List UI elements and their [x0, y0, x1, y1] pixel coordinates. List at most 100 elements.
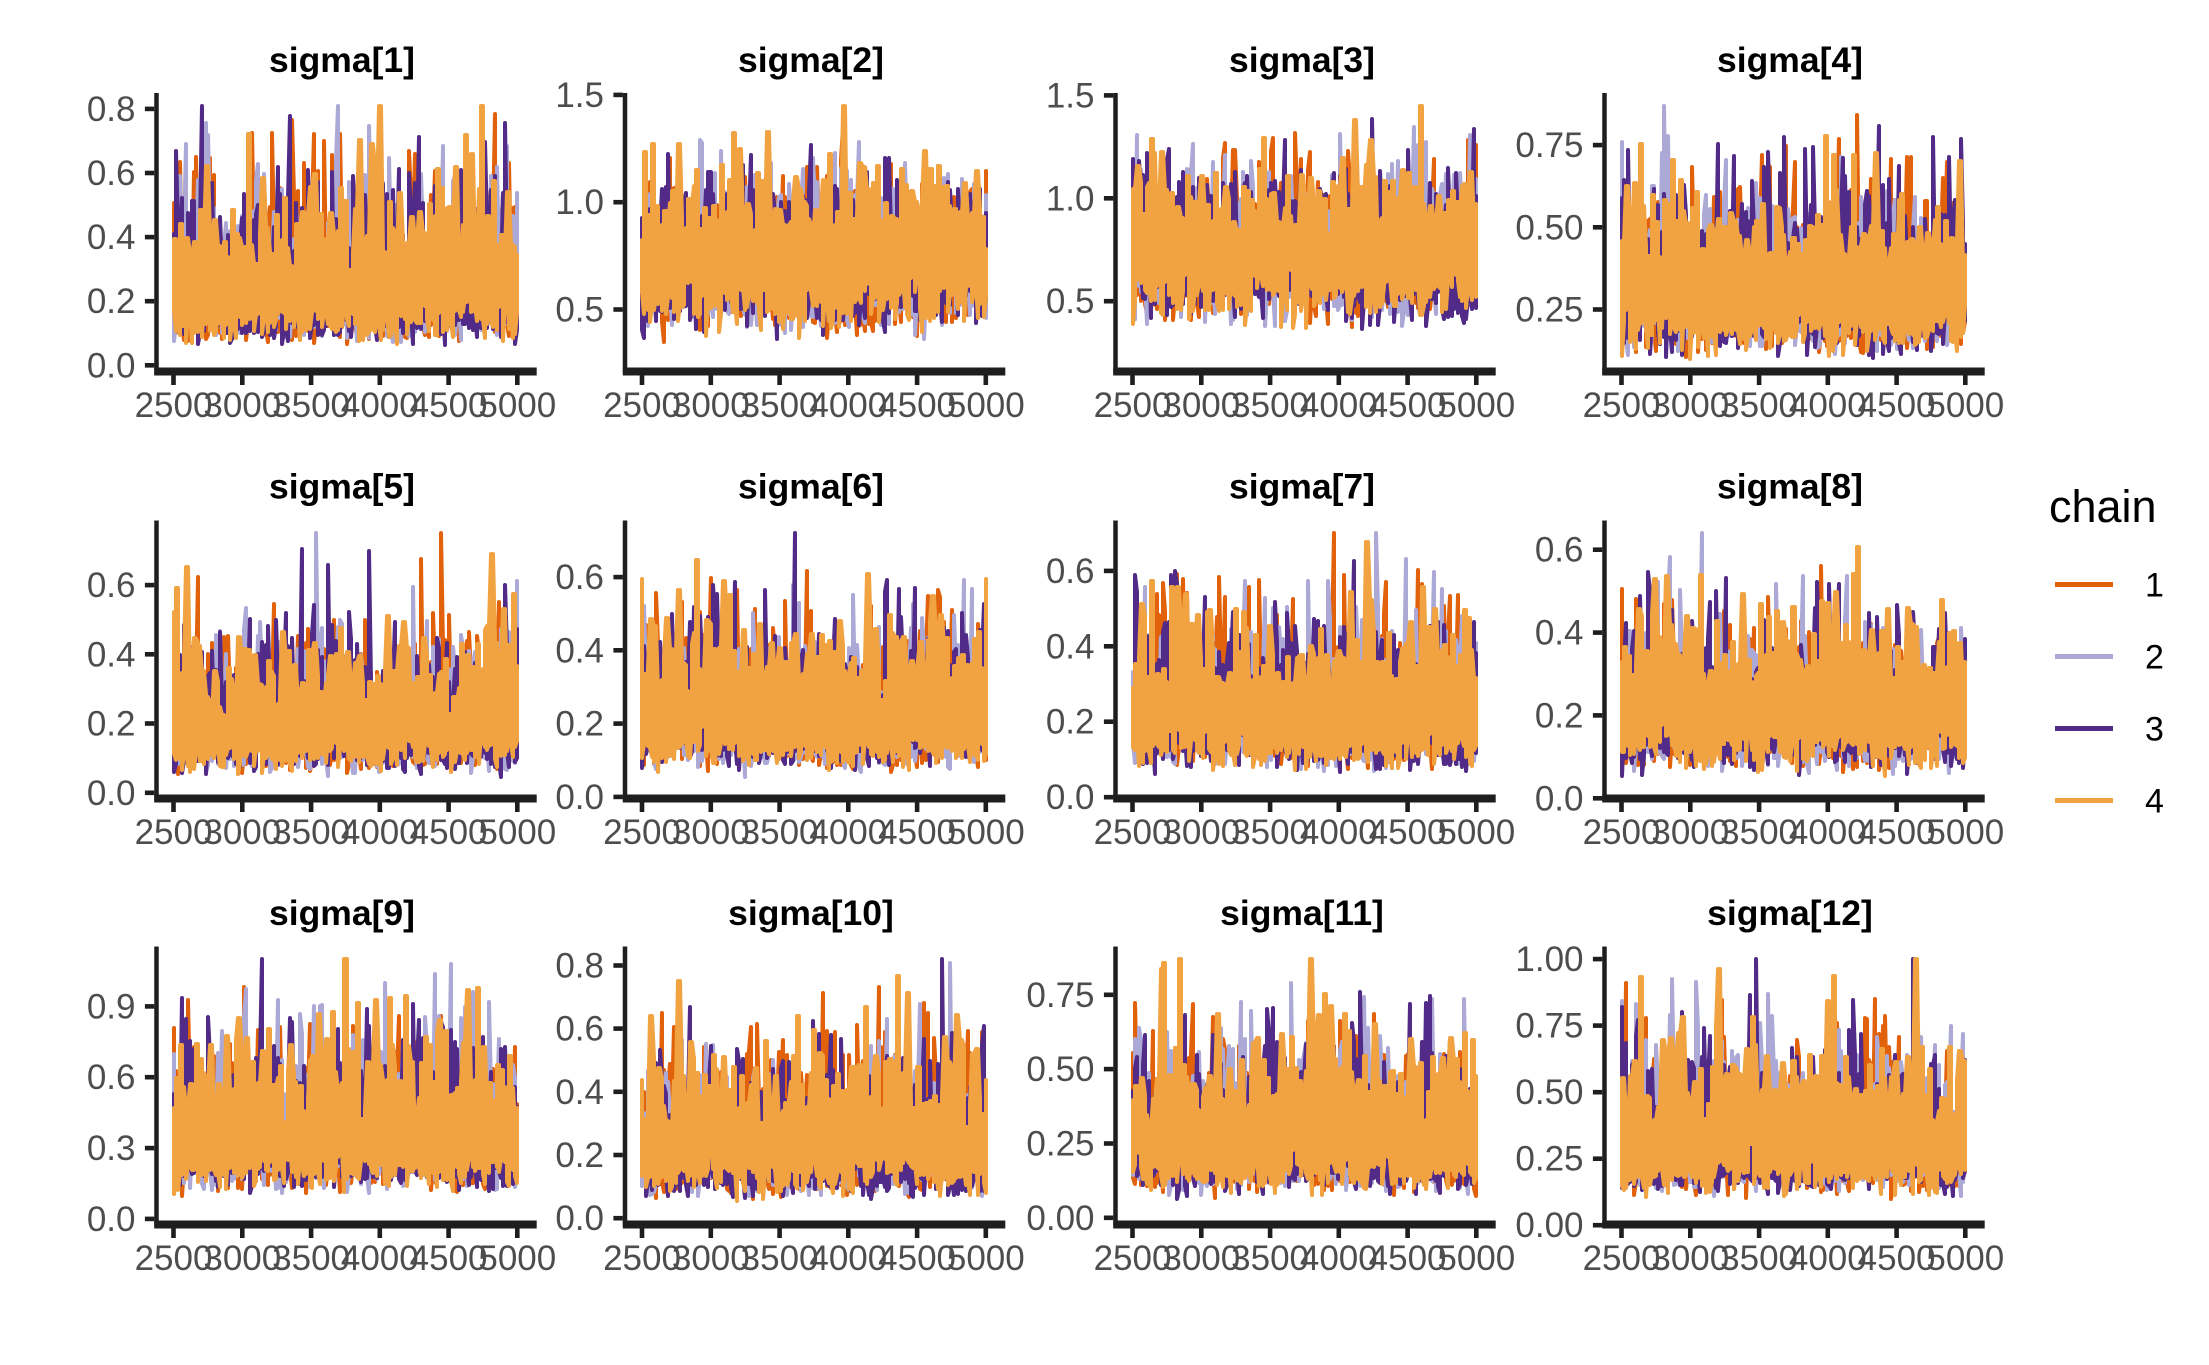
- svg-text:3: 3: [2145, 711, 2164, 749]
- svg-text:sigma[12]: sigma[12]: [1707, 893, 1873, 933]
- svg-text:2500: 2500: [1094, 1239, 1172, 1278]
- svg-text:0.50: 0.50: [1515, 1073, 1583, 1112]
- svg-text:5000: 5000: [1926, 1239, 2004, 1278]
- svg-text:0.6: 0.6: [87, 1058, 136, 1097]
- svg-text:0.4: 0.4: [1046, 627, 1095, 666]
- svg-text:0.25: 0.25: [1515, 291, 1583, 330]
- svg-text:4500: 4500: [1369, 813, 1447, 852]
- svg-text:5000: 5000: [1926, 386, 2004, 425]
- svg-text:3000: 3000: [672, 813, 750, 852]
- svg-text:0.2: 0.2: [1046, 703, 1095, 742]
- svg-text:4500: 4500: [878, 386, 956, 425]
- svg-text:0.4: 0.4: [87, 218, 136, 257]
- svg-text:0.5: 0.5: [1046, 282, 1095, 321]
- svg-text:4000: 4000: [1789, 813, 1867, 852]
- svg-text:4500: 4500: [878, 813, 956, 852]
- svg-text:3500: 3500: [1231, 813, 1309, 852]
- svg-text:4000: 4000: [1789, 1239, 1867, 1278]
- svg-text:0.6: 0.6: [87, 154, 136, 193]
- svg-text:0.6: 0.6: [555, 1010, 604, 1049]
- svg-text:sigma[10]: sigma[10]: [728, 893, 894, 933]
- svg-text:sigma[4]: sigma[4]: [1717, 40, 1863, 80]
- svg-text:3500: 3500: [1720, 1239, 1798, 1278]
- svg-text:2500: 2500: [603, 1239, 681, 1278]
- svg-text:4500: 4500: [1858, 1239, 1936, 1278]
- svg-text:0.0: 0.0: [87, 774, 136, 813]
- svg-text:5000: 5000: [1437, 813, 1515, 852]
- svg-text:4500: 4500: [1369, 386, 1447, 425]
- svg-text:3000: 3000: [1651, 1239, 1729, 1278]
- svg-text:1: 1: [2145, 567, 2164, 605]
- svg-text:3000: 3000: [203, 813, 281, 852]
- svg-text:0.0: 0.0: [87, 1200, 136, 1239]
- svg-text:sigma[1]: sigma[1]: [269, 40, 415, 80]
- svg-text:3500: 3500: [1720, 813, 1798, 852]
- svg-text:5000: 5000: [1437, 386, 1515, 425]
- svg-text:4500: 4500: [410, 813, 488, 852]
- svg-text:sigma[11]: sigma[11]: [1220, 893, 1384, 933]
- svg-text:1.0: 1.0: [1046, 179, 1095, 218]
- svg-text:sigma[6]: sigma[6]: [738, 467, 884, 507]
- svg-text:4500: 4500: [410, 386, 488, 425]
- svg-text:3000: 3000: [203, 1239, 281, 1278]
- svg-text:4000: 4000: [1300, 813, 1378, 852]
- svg-text:chain: chain: [2049, 481, 2157, 532]
- svg-text:0.5: 0.5: [555, 291, 604, 330]
- svg-text:4000: 4000: [341, 813, 419, 852]
- svg-text:0.50: 0.50: [1026, 1050, 1094, 1089]
- svg-text:4000: 4000: [341, 1239, 419, 1278]
- svg-text:0.0: 0.0: [87, 346, 136, 385]
- svg-text:0.6: 0.6: [87, 566, 136, 605]
- svg-text:3000: 3000: [672, 386, 750, 425]
- svg-text:4500: 4500: [1858, 386, 1936, 425]
- svg-text:4000: 4000: [809, 1239, 887, 1278]
- svg-text:sigma[8]: sigma[8]: [1717, 467, 1863, 507]
- svg-text:3000: 3000: [672, 1239, 750, 1278]
- svg-text:3500: 3500: [1231, 1239, 1309, 1278]
- svg-text:2500: 2500: [603, 386, 681, 425]
- svg-text:3500: 3500: [272, 386, 350, 425]
- svg-text:4500: 4500: [878, 1239, 956, 1278]
- svg-text:0.4: 0.4: [87, 635, 136, 674]
- svg-text:0.0: 0.0: [1535, 779, 1584, 818]
- svg-text:5000: 5000: [478, 813, 556, 852]
- svg-text:2500: 2500: [1583, 1239, 1661, 1278]
- svg-text:0.8: 0.8: [87, 90, 136, 129]
- svg-text:5000: 5000: [1437, 1239, 1515, 1278]
- svg-text:1.5: 1.5: [555, 76, 604, 115]
- svg-text:0.6: 0.6: [555, 558, 604, 597]
- svg-text:4000: 4000: [1300, 1239, 1378, 1278]
- svg-text:sigma[5]: sigma[5]: [269, 467, 415, 507]
- svg-text:4: 4: [2145, 783, 2164, 821]
- svg-text:3500: 3500: [1720, 386, 1798, 425]
- svg-text:2500: 2500: [1094, 813, 1172, 852]
- svg-text:0.6: 0.6: [1046, 552, 1095, 591]
- svg-text:0.6: 0.6: [1535, 531, 1584, 570]
- svg-text:3000: 3000: [1651, 813, 1729, 852]
- svg-text:5000: 5000: [1926, 813, 2004, 852]
- svg-text:5000: 5000: [478, 1239, 556, 1278]
- svg-text:sigma[2]: sigma[2]: [738, 40, 884, 80]
- svg-text:2500: 2500: [1094, 386, 1172, 425]
- svg-text:0.75: 0.75: [1026, 976, 1094, 1015]
- svg-text:0.2: 0.2: [555, 1136, 604, 1175]
- svg-text:3000: 3000: [203, 386, 281, 425]
- svg-text:2500: 2500: [135, 1239, 213, 1278]
- svg-text:sigma[7]: sigma[7]: [1229, 467, 1375, 507]
- svg-text:0.50: 0.50: [1515, 208, 1583, 247]
- svg-text:4000: 4000: [1300, 386, 1378, 425]
- svg-text:3500: 3500: [1231, 386, 1309, 425]
- svg-text:5000: 5000: [947, 813, 1025, 852]
- svg-text:3000: 3000: [1162, 1239, 1240, 1278]
- svg-text:0.00: 0.00: [1515, 1206, 1583, 1245]
- svg-text:5000: 5000: [478, 386, 556, 425]
- svg-text:0.2: 0.2: [87, 705, 136, 744]
- svg-text:0.25: 0.25: [1026, 1125, 1094, 1164]
- svg-text:3500: 3500: [741, 813, 819, 852]
- svg-text:2: 2: [2145, 639, 2164, 677]
- svg-text:0.8: 0.8: [555, 947, 604, 986]
- svg-text:4000: 4000: [341, 386, 419, 425]
- svg-text:0.0: 0.0: [1046, 778, 1095, 817]
- svg-text:0.4: 0.4: [555, 631, 604, 670]
- svg-text:0.3: 0.3: [87, 1129, 136, 1168]
